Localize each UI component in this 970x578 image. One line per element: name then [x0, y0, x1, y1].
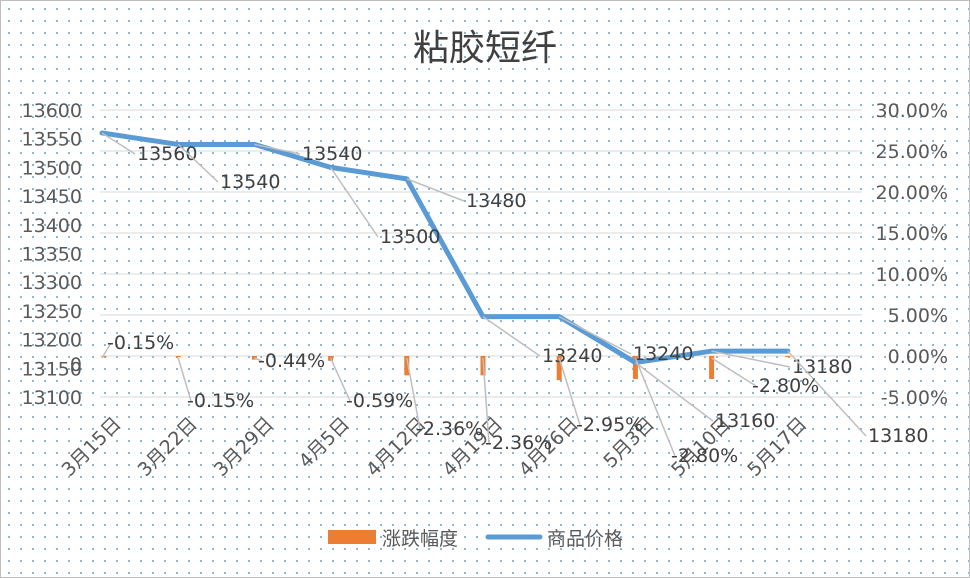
- left-tick-label: 13350: [22, 244, 82, 266]
- x-tick-label: 3月22日: [134, 413, 202, 481]
- leader-line: [482, 357, 490, 444]
- right-tick-label: 25.00%: [876, 141, 948, 163]
- change-label: -0.44%: [258, 350, 325, 372]
- price-label: 13180: [868, 425, 928, 447]
- leader-line: [329, 166, 379, 238]
- left-tick-label: 13200: [22, 330, 82, 352]
- gridlines: [100, 109, 862, 398]
- leader-line: [101, 132, 136, 155]
- right-tick-label: 5.00%: [888, 305, 948, 327]
- change-label: -2.80%: [671, 445, 738, 467]
- change-label: -0.59%: [346, 390, 413, 412]
- left-tick-label: 13500: [22, 157, 82, 179]
- bar: [785, 356, 791, 357]
- leader-line: [711, 357, 757, 387]
- leader-line: [254, 143, 301, 155]
- price-label: 13160: [715, 410, 775, 432]
- bar: [556, 356, 562, 381]
- price-label: 13240: [542, 345, 602, 367]
- price-label: 13500: [380, 226, 440, 248]
- price-label: 13540: [220, 171, 280, 193]
- bar: [101, 356, 107, 358]
- left-tick-label: 13100: [22, 387, 82, 409]
- leader-line: [329, 357, 351, 402]
- bar: [175, 356, 181, 358]
- change-label: -2.36%: [416, 418, 483, 440]
- leader-line: [634, 357, 676, 457]
- x-tick-label: 3月29日: [210, 413, 278, 481]
- legend-swatch-bar: [328, 530, 376, 544]
- change-label: -0.15%: [187, 390, 254, 412]
- leader-line: [558, 357, 581, 426]
- price-label: 13480: [466, 190, 526, 212]
- right-tick-label: 0.00%: [888, 346, 948, 368]
- bar: [404, 356, 410, 376]
- leader-line: [482, 316, 541, 357]
- right-tick-label: 10.00%: [876, 264, 948, 286]
- leader-line: [406, 178, 465, 202]
- right-tick-label: -5.00%: [881, 387, 948, 409]
- right-axis-ticks: 30.00% 25.00% 20.00% 15.00% 10.00% 5.00% 0.00%…: [876, 100, 948, 409]
- leader-line: [711, 350, 791, 368]
- change-label: -2.80%: [752, 375, 819, 397]
- price-label: 13540: [302, 143, 362, 165]
- leader-line: [254, 357, 263, 362]
- price-line: [99, 130, 791, 366]
- left-tick-label: 13150: [22, 358, 82, 380]
- bar: [632, 356, 638, 379]
- left-tick-label: 0: [70, 354, 82, 376]
- leader-line: [558, 315, 632, 355]
- chart-title: 粘胶短纤: [413, 28, 557, 69]
- line-series: [99, 130, 791, 366]
- bar: [709, 356, 715, 379]
- leader-line: [634, 361, 714, 422]
- price-label: 13240: [633, 343, 693, 365]
- leader-line: [101, 342, 112, 359]
- left-tick-label: 13600: [22, 100, 82, 122]
- x-tick-label: 3月15日: [57, 413, 125, 481]
- left-tick-label: 13550: [22, 129, 82, 151]
- left-axis-ticks: 13600 13550 13500 13450 13400 13350 13300 13250…: [22, 100, 82, 409]
- leader-line: [787, 350, 867, 437]
- leader-line: [177, 357, 192, 402]
- left-tick-label: 13250: [22, 301, 82, 323]
- leader-line: [177, 143, 219, 183]
- left-tick-label: 13300: [22, 272, 82, 294]
- right-tick-label: 15.00%: [876, 223, 948, 245]
- legend-label-line: 商品价格: [547, 528, 623, 550]
- legend-label-bar: 涨跌幅度: [382, 528, 458, 550]
- x-tick-label: 4月5日: [295, 413, 355, 473]
- right-tick-label: 30.00%: [876, 100, 948, 122]
- leader-line: [406, 357, 421, 430]
- legend: 涨跌幅度 商品价格: [328, 528, 623, 550]
- change-label: -0.15%: [107, 332, 174, 354]
- change-label: -2.95%: [576, 414, 643, 436]
- bar: [251, 356, 257, 360]
- change-label: -2.36%: [485, 432, 552, 454]
- left-tick-label: 13450: [22, 186, 82, 208]
- left-tick-label: 13400: [22, 215, 82, 237]
- right-tick-label: 20.00%: [876, 182, 948, 204]
